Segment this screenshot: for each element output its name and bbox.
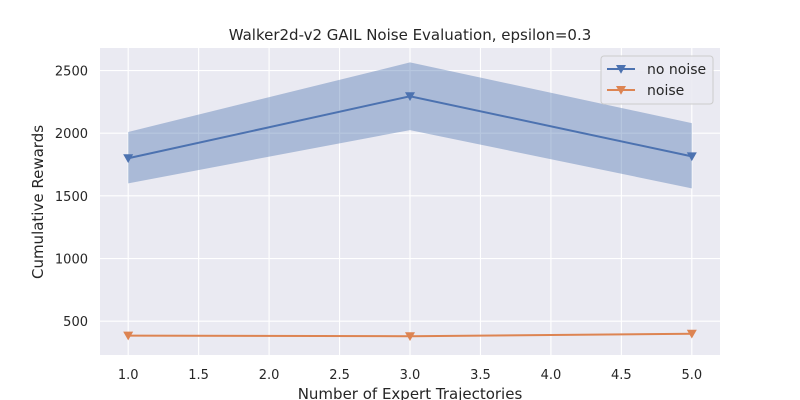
legend-label: no noise bbox=[647, 62, 706, 78]
series-layer bbox=[123, 62, 697, 341]
data-point bbox=[686, 152, 697, 162]
x-tick-label: 2.0 bbox=[259, 368, 280, 383]
x-tick-label: 2.5 bbox=[329, 368, 350, 383]
chart-title: Walker2d-v2 GAIL Noise Evaluation, epsil… bbox=[229, 26, 592, 44]
legend-item: noise bbox=[607, 83, 684, 99]
legend: no noise noise bbox=[600, 55, 714, 105]
x-tick-label: 4.0 bbox=[541, 368, 562, 383]
tick-layer: 1.0 1.5 2.0 2.5 3.0 3.5 4.0 4.5 5.0 500 1000 1500 20… bbox=[55, 65, 702, 383]
legend-item: no noise bbox=[607, 62, 706, 78]
y-tick-label: 500 bbox=[63, 315, 88, 330]
legend-label: noise bbox=[647, 83, 684, 99]
x-tick-label: 5.0 bbox=[681, 368, 702, 383]
x-axis-label: Number of Expert Trajectories bbox=[298, 385, 523, 400]
data-point bbox=[405, 332, 415, 341]
y-axis-label: Cumulative Rewards bbox=[29, 125, 47, 279]
confidence-band bbox=[128, 62, 692, 189]
y-tick-label: 1500 bbox=[55, 190, 88, 205]
legend-marker bbox=[616, 65, 626, 74]
y-tick-label: 2000 bbox=[55, 127, 88, 142]
data-point bbox=[123, 331, 134, 341]
x-tick-label: 3.0 bbox=[400, 368, 421, 383]
x-tick-label: 3.5 bbox=[470, 368, 491, 383]
y-tick-label: 2500 bbox=[55, 65, 88, 80]
x-tick-label: 1.5 bbox=[188, 368, 209, 383]
legend-marker bbox=[616, 86, 626, 95]
x-tick-label: 4.5 bbox=[611, 368, 632, 383]
data-point bbox=[123, 154, 134, 164]
data-point bbox=[686, 329, 697, 339]
series-2 bbox=[123, 329, 697, 341]
series-1 bbox=[123, 62, 697, 189]
x-tick-label: 1.0 bbox=[118, 368, 139, 383]
y-tick-label: 1000 bbox=[55, 253, 88, 268]
data-point bbox=[405, 92, 415, 101]
